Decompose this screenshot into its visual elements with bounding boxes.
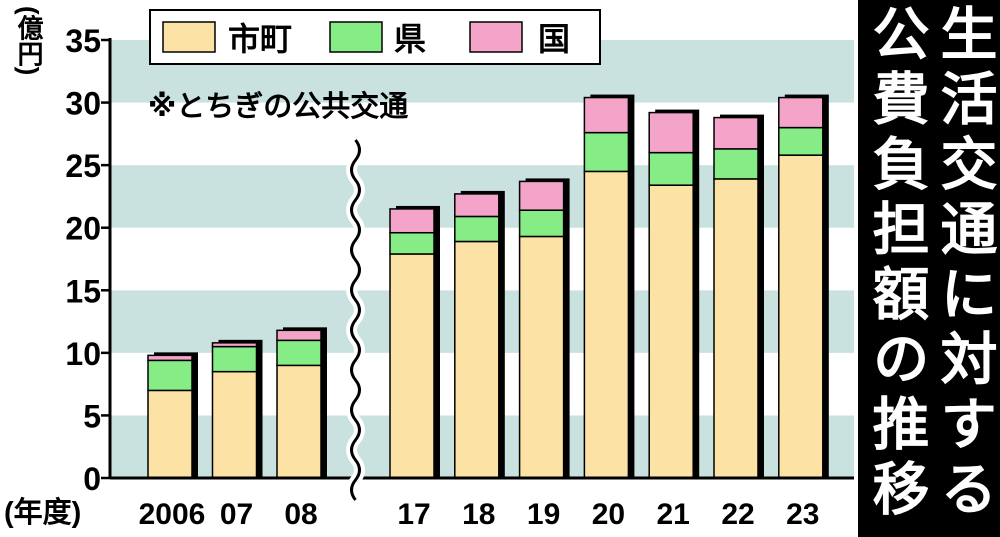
bar-segment	[454, 240, 500, 479]
bar-stack	[583, 94, 635, 479]
x-tick-label: 21	[657, 498, 690, 531]
bar-segment	[583, 96, 630, 134]
legend-swatch-ken	[329, 21, 383, 53]
y-axis-ticks: 0 5 10 15 20 25 30 35	[65, 23, 110, 497]
bar-stack	[713, 114, 764, 479]
bar-segment	[147, 354, 193, 362]
bar-stack	[778, 94, 829, 479]
bar-segment	[518, 209, 565, 238]
bar-stack	[276, 327, 327, 479]
axis-break-line	[350, 139, 361, 501]
legend-swatch-kuni	[469, 21, 523, 53]
bar-segment	[713, 148, 759, 180]
bars	[147, 94, 829, 479]
bar-segment	[147, 359, 193, 392]
x-axis-ticks: 2006 07 08 17 18 19 20 21 22 23	[139, 498, 820, 531]
legend-label-kuni: 国	[538, 21, 570, 57]
bar-segment	[211, 345, 258, 373]
bar-segment	[713, 116, 759, 150]
legend-label-shicho: 市町	[228, 21, 292, 57]
y-tick-label: 25	[65, 148, 101, 184]
bar-segment	[648, 111, 694, 154]
bar-segment	[276, 329, 322, 342]
bar-segment	[454, 215, 500, 243]
bar-segment	[778, 126, 824, 156]
bar-segment	[518, 235, 565, 479]
x-tick-label: 19	[527, 498, 560, 531]
legend-label-ken: 県	[394, 21, 426, 57]
bar-segment	[713, 178, 759, 479]
y-tick-label: 35	[65, 23, 101, 59]
bar-segment	[648, 151, 694, 186]
x-tick-label: 20	[592, 498, 625, 531]
bar-segment	[389, 208, 435, 234]
bar-segment	[276, 339, 322, 367]
source-note: ※とちぎの公共交通	[148, 89, 408, 123]
chart-title: 生活交通に対する公費負担額の推移	[864, 4, 996, 524]
y-tick-label: 30	[65, 86, 101, 122]
x-tick-label: 23	[786, 498, 819, 531]
bar-segment	[276, 364, 322, 479]
bar-stack	[518, 178, 570, 479]
bar-segment	[778, 96, 824, 129]
x-tick-label: 08	[284, 498, 317, 531]
bar-segment	[454, 193, 500, 218]
x-tick-label: 17	[397, 498, 430, 531]
x-tick-label: 2006	[139, 498, 206, 531]
title-panel: 生活交通に対する公費負担額の推移	[858, 0, 1000, 537]
bar-segment	[211, 370, 258, 479]
bar-stack	[147, 352, 198, 479]
bar-stack	[211, 339, 263, 479]
y-tick-label: 10	[65, 336, 101, 372]
x-axis-title: (年度)	[4, 495, 81, 529]
bar-stack	[648, 109, 700, 479]
bar-segment	[147, 389, 193, 479]
axes	[108, 38, 854, 480]
bar-segment	[389, 231, 435, 255]
y-tick-label: 15	[65, 273, 101, 309]
bar-segment	[778, 154, 824, 479]
x-tick-label: 18	[462, 498, 495, 531]
y-axis-title: (億円)	[14, 6, 44, 76]
bar-stack	[454, 190, 505, 479]
legend-swatch-shicho	[162, 21, 216, 53]
x-tick-label: 07	[220, 498, 253, 531]
bar-segment	[583, 131, 630, 173]
bar-segment	[389, 253, 435, 479]
y-tick-label: 0	[83, 461, 101, 497]
legend: 市町 県 国	[149, 9, 601, 65]
axis-break	[346, 136, 365, 504]
y-tick-label: 20	[65, 211, 101, 247]
bar-segment	[583, 170, 630, 479]
bar-segment	[211, 342, 258, 348]
x-tick-label: 22	[721, 498, 754, 531]
bar-segment	[518, 180, 565, 211]
bar-stack	[389, 205, 440, 479]
y-tick-label: 5	[83, 398, 101, 434]
bar-segment	[648, 184, 694, 479]
